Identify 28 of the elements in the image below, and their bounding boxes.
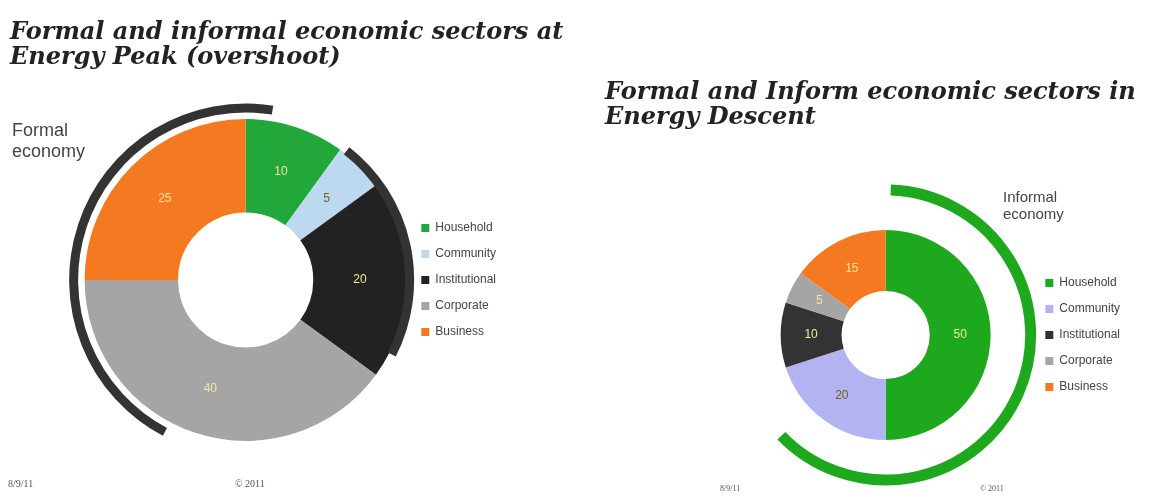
data-label: 10 bbox=[804, 327, 819, 342]
legend-label: Corporate bbox=[1059, 353, 1113, 368]
legend-label: Corporate bbox=[435, 298, 489, 313]
data-label: 40 bbox=[203, 381, 218, 396]
legend-label: Institutional bbox=[1059, 327, 1120, 342]
data-label: 5 bbox=[815, 293, 823, 308]
legend-label: Household bbox=[435, 220, 493, 235]
data-label: 20 bbox=[835, 387, 849, 402]
text: Informal economy bbox=[1003, 188, 1065, 222]
data-label: 50 bbox=[953, 327, 968, 342]
text: © 2011 bbox=[980, 484, 1004, 493]
data-label: 15 bbox=[845, 260, 859, 275]
text: 8/9/11 bbox=[8, 478, 34, 489]
legend-label: Business bbox=[435, 324, 484, 339]
data-label: 10 bbox=[274, 163, 288, 178]
data-label: 5 bbox=[323, 191, 331, 206]
text: 8/9/11 bbox=[720, 484, 741, 493]
legend-label: Institutional bbox=[435, 272, 496, 287]
data-label: 25 bbox=[158, 191, 172, 206]
chart-title: Formal and informal economic sectors at Energy Peak (overshoot) bbox=[10, 16, 565, 71]
data-label: 20 bbox=[353, 272, 367, 287]
legend-label: Community bbox=[1059, 301, 1120, 316]
text: Formal economy bbox=[12, 120, 87, 162]
legend-label: Community bbox=[435, 246, 496, 261]
legend-label: Household bbox=[1059, 275, 1117, 290]
legend-label: Business bbox=[1059, 379, 1108, 394]
chart-title: Formal and Inform economic sectors in Energy Descent bbox=[605, 76, 1137, 131]
text: © 2011 bbox=[235, 478, 265, 489]
